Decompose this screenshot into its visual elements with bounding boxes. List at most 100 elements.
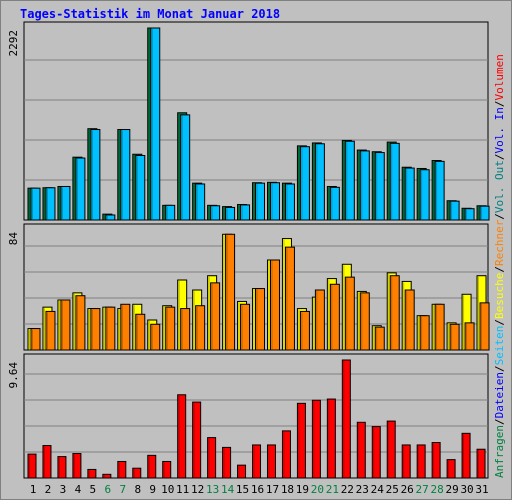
volumen-bar	[132, 467, 142, 479]
dateien-bar	[240, 204, 251, 221]
dateien-bar	[120, 129, 131, 221]
right-legend: Anfragen/Dateien/Seiten/Besuche/Rechner/…	[493, 54, 506, 478]
rechner-bar	[404, 289, 415, 351]
legend-entry: /	[493, 365, 506, 372]
dateien-bar	[329, 186, 340, 221]
rechner-bar	[60, 299, 71, 351]
rechner-bar	[449, 323, 460, 351]
rechner-bar	[299, 310, 310, 351]
dateien-bar	[374, 152, 385, 221]
dateien-bar	[419, 169, 430, 221]
legend-entry: /	[493, 418, 506, 425]
x-tick-label: 30	[460, 483, 473, 496]
volumen-bar	[27, 453, 37, 479]
volumen-bar	[117, 460, 127, 479]
y-max-label: 9.64	[7, 362, 20, 389]
rechner-bar	[419, 315, 430, 351]
dateien-bar	[75, 157, 86, 221]
x-tick-label: 24	[371, 483, 385, 496]
rechner-bar	[165, 306, 176, 351]
rechner-bar	[344, 276, 355, 351]
legend-entry: /	[493, 266, 506, 273]
volumen-bar	[252, 444, 262, 479]
volumen-bar	[281, 430, 291, 479]
chart-title: Tages-Statistik im Monat Januar 2018	[20, 7, 281, 21]
rechner-bar	[210, 282, 221, 351]
x-tick-label: 17	[266, 483, 279, 496]
legend-entry: Seiten	[493, 326, 506, 366]
x-tick-label: 27	[416, 483, 429, 496]
x-tick-label: 6	[105, 483, 112, 496]
x-tick-label: 1	[30, 483, 37, 496]
x-tick-label: 5	[90, 483, 97, 496]
rechner-bar	[255, 288, 266, 351]
rechner-bar	[269, 259, 280, 351]
x-tick-label: 10	[161, 483, 174, 496]
y-max-label: 2292	[7, 30, 20, 57]
dateien-bar	[135, 154, 146, 221]
x-tick-label: 19	[296, 483, 309, 496]
legend-entry: Vol. Out	[493, 160, 506, 213]
legend-entry: /	[493, 153, 506, 160]
dateien-bar	[404, 167, 415, 221]
rechner-bar	[45, 310, 56, 351]
x-tick-label: 31	[475, 483, 488, 496]
x-tick-label: 18	[281, 483, 294, 496]
dateien-bar	[150, 27, 161, 221]
dateien-bar	[344, 140, 355, 221]
dateien-bar	[90, 129, 101, 221]
legend-entry: Dateien	[493, 372, 506, 418]
rechner-bar	[90, 308, 101, 351]
x-tick-label: 13	[206, 483, 219, 496]
rechner-bar	[329, 283, 340, 351]
rechner-bar	[314, 289, 325, 351]
volumen-bar	[431, 442, 441, 479]
dateien-bar	[269, 182, 280, 221]
dateien-bar	[314, 143, 325, 221]
volumen-bar	[401, 444, 411, 479]
volumen-bar	[296, 402, 306, 479]
rechner-bar	[359, 292, 370, 351]
volumen-bar	[147, 454, 157, 479]
legend-entry: Besuche	[493, 273, 506, 319]
x-tick-label: 7	[119, 483, 126, 496]
dateien-bar	[359, 150, 370, 221]
rechner-bar	[479, 302, 490, 351]
volumen-bar	[177, 394, 187, 479]
dateien-bar	[180, 114, 191, 221]
x-tick-label: 29	[445, 483, 458, 496]
rechner-bar	[150, 323, 161, 351]
volumen-bar	[356, 421, 366, 479]
x-tick-label: 15	[236, 483, 249, 496]
rechner-bar	[30, 328, 41, 351]
x-tick-label: 11	[176, 483, 189, 496]
dateien-bar	[464, 208, 475, 221]
dateien-bar	[165, 204, 176, 221]
dateien-bar	[284, 183, 295, 221]
rechner-bar	[225, 233, 236, 351]
volumen-bar	[461, 432, 471, 479]
legend-entry: /	[493, 213, 506, 220]
y-max-label: 84	[7, 232, 20, 246]
dateien-bar	[225, 206, 236, 221]
rechner-bar	[180, 308, 191, 351]
volumen-bar	[162, 460, 172, 479]
x-tick-label: 16	[251, 483, 264, 496]
legend-entry: Rechner	[493, 219, 506, 266]
legend-entry: /	[493, 319, 506, 326]
volumen-bar	[222, 446, 232, 479]
x-tick-label: 22	[341, 483, 354, 496]
x-tick-label: 21	[326, 483, 339, 496]
rechner-bar	[195, 305, 206, 351]
volumen-bar	[476, 448, 486, 479]
x-tick-label: 14	[221, 483, 235, 496]
volumen-bar	[42, 445, 52, 479]
dateien-bar	[434, 160, 445, 221]
dateien-bar	[105, 214, 116, 221]
rechner-bar	[374, 326, 385, 351]
x-tick-label: 9	[149, 483, 156, 496]
legend-entry: Volumen	[493, 54, 506, 100]
rechner-bar	[284, 246, 295, 351]
volumen-bar	[311, 399, 321, 479]
